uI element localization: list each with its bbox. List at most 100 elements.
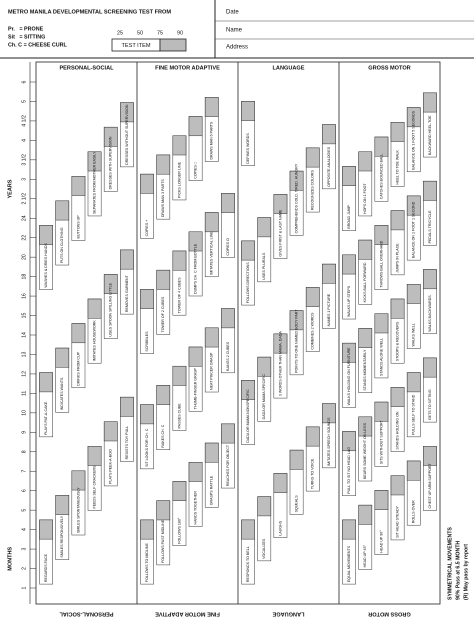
item-shade (71, 470, 86, 491)
item-shade (406, 284, 421, 304)
item-shade (71, 323, 86, 344)
item-shade (374, 136, 389, 157)
item-label: BROAD JUMP (347, 205, 351, 229)
item-shade (188, 231, 203, 252)
item-label: WALKS WELL (412, 323, 416, 346)
age-label: 3 (21, 178, 27, 181)
item-shade (156, 269, 171, 290)
item-label: GIVES FIRST & LAST NAME (278, 209, 282, 257)
item-shade (289, 449, 304, 470)
item-shade (390, 475, 405, 496)
item-label: TOWER OF 2 CUBES (161, 296, 165, 332)
item-shade (188, 462, 203, 482)
legend-entry: Pr. = PRONE (8, 26, 44, 32)
item-label: HEEL TO TOE WALK (396, 149, 400, 184)
item-label: SITS WITHOUT SUPPORT (379, 420, 383, 465)
item-shade (39, 519, 53, 540)
item-shade (423, 269, 437, 290)
item-label: WALKS UP STEPS (347, 285, 351, 317)
item-shade (221, 308, 235, 329)
item-shade (305, 287, 320, 307)
item-label: STOOPS & RECOVERS (396, 321, 400, 361)
item-label: RESPONDS TO BELL (246, 546, 250, 582)
item-shade (241, 101, 255, 121)
key-label: TEST ITEM (121, 43, 150, 49)
item-label: STANDS MOMENTARILY (363, 349, 367, 391)
item-label: IMITATES HOUSEWORK (93, 320, 97, 362)
item-label: THUMB-FINGER GRASP (194, 368, 198, 410)
item-label: LAUGHS (278, 520, 282, 535)
item-shade (406, 460, 421, 481)
age-label: 12 (21, 371, 27, 377)
item-label: STANDS HOLDING ON (396, 411, 400, 449)
item-shade (87, 446, 102, 466)
item-shade (120, 249, 134, 270)
item-label: PEDALS TRICYCLE (428, 210, 432, 243)
item-label: ROLLS OVER (412, 500, 416, 523)
item-label: RAKES CH. C (161, 424, 165, 447)
item-shade (406, 195, 421, 216)
item-label: DRAWS MAN 6 PARTS (210, 121, 214, 159)
age-label: 7 (21, 470, 27, 473)
item-label: BUTTONS UP (76, 215, 80, 239)
footnote: (R) May pass by report (463, 544, 469, 600)
item-shade (273, 473, 288, 493)
item-shade (322, 263, 336, 284)
age-label: 4 (21, 528, 27, 531)
age-label: 18 (21, 274, 27, 280)
age-label: 16 (21, 293, 27, 299)
key-box-shade (159, 38, 187, 52)
age-label: 14 (21, 332, 27, 338)
item-label: BEARS SOME WEIGHT ON LEGS (363, 422, 367, 479)
item-shade (204, 327, 219, 348)
scale-label: 90 (177, 30, 183, 36)
item-label: TOWER OF 4 CUBES (177, 277, 181, 313)
item-shade (322, 124, 336, 145)
field-label: Name (226, 28, 243, 34)
item-label: REMOVES GARMENT (125, 274, 129, 312)
item-shade (358, 504, 373, 525)
item-shade (140, 404, 154, 425)
item-shade (342, 519, 356, 540)
item-shade (87, 298, 102, 319)
item-label: DUMPS CH. C FROM BOTTLE (194, 243, 198, 294)
item-shade (322, 403, 336, 424)
item-shade (358, 151, 373, 172)
item-shade (423, 446, 437, 466)
item-label: SMILES RESPONSIVELY (60, 515, 64, 557)
item-label: REACHES FOR OBJECT (226, 444, 230, 486)
item-label: BALANCE ON 1 FOOT 5 SECONDS (412, 110, 416, 169)
sector-title: GROSS MOTOR (368, 65, 410, 71)
item-label: FOLLOWS TO MIDLINE (145, 542, 149, 582)
item-label: PICKS LONGER LINE (177, 161, 181, 198)
item-label: WALKS BACKWARDS (428, 295, 432, 332)
item-shade (358, 416, 373, 437)
scale-label: 25 (117, 30, 123, 36)
item-shade (39, 372, 53, 393)
item-shade (358, 239, 373, 260)
item-label: RECOGNIZES COLORS (311, 170, 315, 211)
age-label: 20 (21, 254, 27, 260)
item-label: COPIES O (226, 238, 230, 256)
item-label: COMPREHENDS COLD, TIRED, HUNGRY (295, 163, 299, 233)
item-label: COMBINES 2 WORDS (311, 312, 315, 350)
item-label: COPIES + (145, 220, 149, 237)
sector-title-bottom: PERSONAL-SOCIAL (59, 611, 114, 617)
item-label: IMITATES SPEECH SOUNDS (327, 417, 331, 466)
item-shade (423, 180, 437, 201)
item-shade (423, 357, 437, 378)
age-label: 13 (21, 351, 27, 357)
item-label: CATCHES BOUNCED BALL (379, 154, 383, 200)
item-shade (374, 313, 389, 334)
item-shade (390, 122, 405, 142)
age-label: 3 (21, 548, 27, 551)
item-label: KICKS BALL FORWARD (363, 262, 367, 302)
item-shade (273, 333, 288, 354)
item-label: BANGS 2 CUBES (226, 341, 230, 371)
item-shade (289, 310, 304, 331)
scale-label: 75 (157, 30, 163, 36)
item-label: BACKWARD HEEL-TOE (428, 115, 432, 155)
item-label: BALANCE ON 1 FOOT 1 SECOND (412, 201, 416, 258)
item-label: PASSES CUBE (177, 403, 181, 429)
